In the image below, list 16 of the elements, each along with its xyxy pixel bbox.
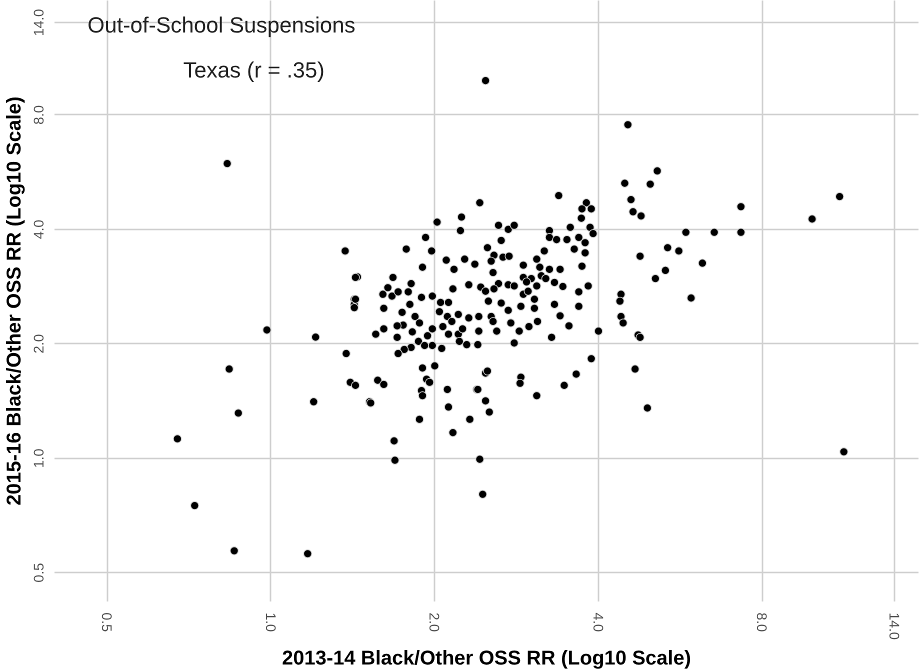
x-tick-label: 2.0 (426, 612, 443, 632)
y-tick-label: 0.5 (30, 562, 46, 582)
x-tick-label: 4.0 (590, 612, 606, 632)
text: Texas (r = .35) (183, 58, 325, 83)
y-axis-title: 2015-16 Black/Other OSS RR (Log10 Scale) (4, 96, 26, 506)
text: Out-of-School Suspensions (88, 12, 356, 38)
y-tick-label: 8.0 (30, 105, 46, 125)
y-tick-label: 2.0 (30, 334, 46, 354)
x-tick-label: 1.0 (262, 612, 279, 632)
x-tick-label: 0.5 (99, 612, 116, 632)
y-tick-label: 1.0 (30, 448, 46, 468)
x-axis-title: 2013-14 Black/Other OSS RR (Log10 Scale) (282, 648, 692, 670)
y-tick-label: 14.0 (30, 8, 46, 36)
x-tick-label: 8.0 (754, 612, 770, 632)
x-tick-label: 14.0 (886, 612, 902, 640)
y-tick-label: 4.0 (30, 219, 46, 240)
